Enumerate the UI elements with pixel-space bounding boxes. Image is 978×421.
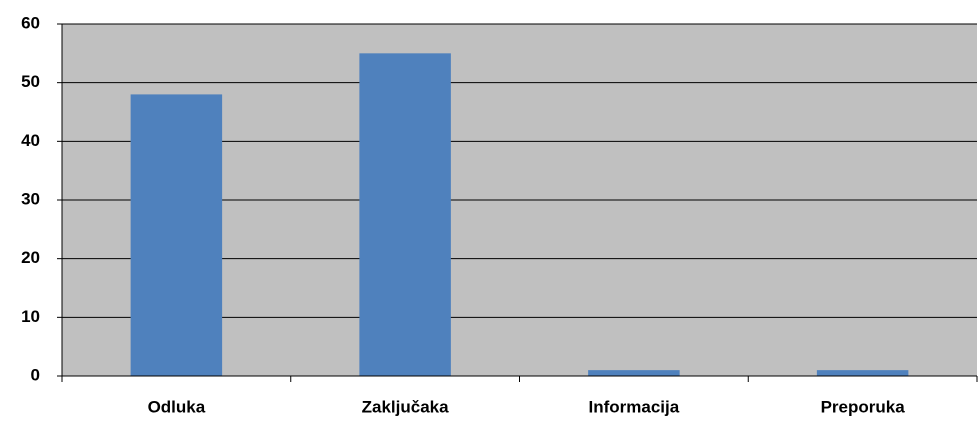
y-tick-label: 60 bbox=[21, 13, 40, 32]
y-tick-label: 0 bbox=[31, 365, 40, 384]
bar bbox=[816, 370, 909, 376]
y-tick-label: 10 bbox=[21, 307, 40, 326]
bar bbox=[130, 94, 223, 377]
y-tick-label: 30 bbox=[21, 189, 40, 208]
y-tick-label: 50 bbox=[21, 72, 40, 91]
x-tick-label: Informacija bbox=[589, 397, 680, 416]
x-tick-label: Zaključaka bbox=[362, 397, 449, 416]
bar bbox=[588, 370, 680, 376]
bar bbox=[359, 53, 451, 376]
y-tick-label: 20 bbox=[21, 248, 40, 267]
y-tick-label: 40 bbox=[21, 131, 40, 150]
x-tick-label: Odluka bbox=[148, 397, 206, 416]
x-tick-label: Preporuka bbox=[821, 397, 906, 416]
